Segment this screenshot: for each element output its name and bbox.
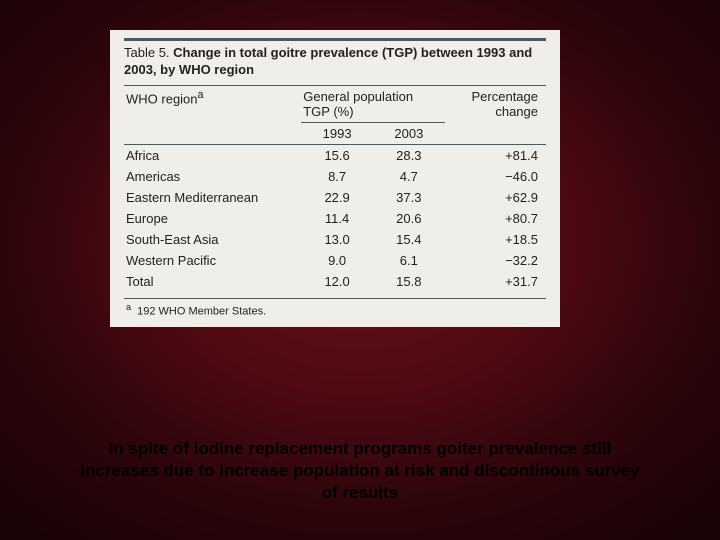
col-header-region-sup: a (198, 89, 204, 101)
table-row: Western Pacific9.06.1−32.2 (124, 250, 546, 271)
cell-1993: 13.0 (301, 229, 373, 250)
cell-2003: 4.7 (373, 166, 445, 187)
cell-2003: 20.6 (373, 208, 445, 229)
cell-region: Eastern Mediterranean (124, 187, 301, 208)
footnote-sup: a (126, 302, 131, 312)
table-row: Eastern Mediterranean22.937.3+62.9 (124, 187, 546, 208)
cell-2003: 37.3 (373, 187, 445, 208)
table-body: Africa15.628.3+81.4Americas8.74.7−46.0Ea… (124, 144, 546, 292)
table-title: Table 5. Change in total goitre prevalen… (124, 45, 546, 79)
col-header-region-text: WHO region (126, 91, 198, 106)
cell-change: −32.2 (445, 250, 546, 271)
cell-1993: 11.4 (301, 208, 373, 229)
cell-change: +62.9 (445, 187, 546, 208)
cell-region: Western Pacific (124, 250, 301, 271)
cell-change: +31.7 (445, 271, 546, 292)
table-row-total: Total12.015.8+31.7 (124, 271, 546, 292)
col-header-1993: 1993 (301, 122, 373, 144)
title-bold: Change in total goitre prevalence (TGP) … (124, 45, 532, 77)
table-row: Europe11.420.6+80.7 (124, 208, 546, 229)
col-header-region: WHO regiona (124, 86, 301, 145)
footnote: a 192 WHO Member States. (124, 299, 546, 318)
cell-region: Americas (124, 166, 301, 187)
col-header-change: Percentage change (445, 86, 546, 145)
cell-1993: 15.6 (301, 144, 373, 166)
col-header-2003: 2003 (373, 122, 445, 144)
data-table: WHO regiona General population TGP (%) P… (124, 86, 546, 292)
cell-2003: 6.1 (373, 250, 445, 271)
cell-region: Total (124, 271, 301, 292)
cell-1993: 8.7 (301, 166, 373, 187)
cell-change: +81.4 (445, 144, 546, 166)
table-row: South-East Asia13.015.4+18.5 (124, 229, 546, 250)
table-row: Americas8.74.7−46.0 (124, 166, 546, 187)
footnote-text: 192 WHO Member States. (137, 305, 266, 317)
table-panel: Table 5. Change in total goitre prevalen… (110, 30, 560, 327)
cell-1993: 22.9 (301, 187, 373, 208)
table-row: Africa15.628.3+81.4 (124, 144, 546, 166)
cell-region: South-East Asia (124, 229, 301, 250)
cell-region: Europe (124, 208, 301, 229)
top-rule (124, 38, 546, 41)
cell-2003: 28.3 (373, 144, 445, 166)
col-header-tgp: General population TGP (%) (301, 86, 444, 123)
cell-2003: 15.8 (373, 271, 445, 292)
cell-change: +18.5 (445, 229, 546, 250)
cell-1993: 12.0 (301, 271, 373, 292)
cell-change: +80.7 (445, 208, 546, 229)
cell-2003: 15.4 (373, 229, 445, 250)
cell-1993: 9.0 (301, 250, 373, 271)
cell-change: −46.0 (445, 166, 546, 187)
cell-region: Africa (124, 144, 301, 166)
title-lead: Table 5. (124, 45, 170, 60)
slide-caption: In spite of iodine replacement programs … (70, 438, 650, 504)
